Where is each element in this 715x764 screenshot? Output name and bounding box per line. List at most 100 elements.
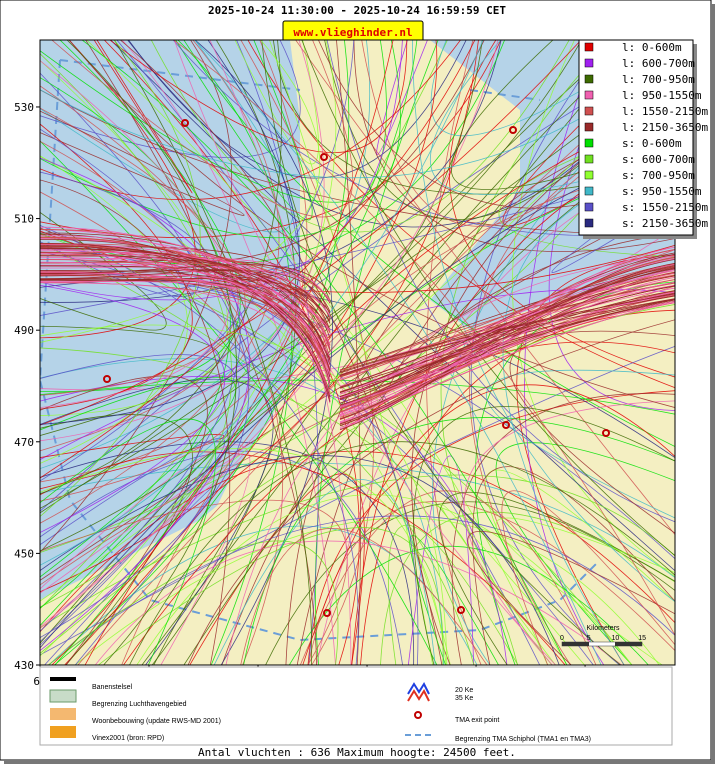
flight-track [40,107,246,452]
key-label: Begrenzing Luchthavengebied [92,701,187,708]
vinex-icon [50,726,76,738]
flight-track [339,255,675,399]
flight-track [40,40,502,303]
flight-track [40,40,484,566]
footer: Antal vluchten : 636 Maximum hoogte: 245… [198,746,516,759]
key-label: 20 Ke [455,687,473,694]
legend-label: s: 950-1550m [622,185,702,198]
flight-track [234,40,319,165]
flight-track [40,179,231,665]
legend-label: l: 600-700m [622,57,695,70]
flight-track [339,270,675,395]
flight-track [40,375,208,665]
legend-swatch [584,138,594,148]
flight-track [302,384,675,665]
flight-track [40,40,401,203]
flight-track [40,247,419,665]
flight-track [339,281,675,415]
flight-track [40,375,508,665]
runway-icon [50,677,76,681]
flight-track [40,418,216,665]
flight-track [451,393,675,665]
flight-track [509,330,675,534]
scale-tick: 5 [587,635,591,642]
scale-tick: 15 [638,635,646,642]
flight-track [40,155,188,464]
legend-label: l: 1550-2150m [622,105,708,118]
legend-swatch [584,58,594,68]
flight-track [339,301,675,408]
legend-swatch [584,154,594,164]
flight-track [40,499,348,665]
flight-track [247,40,675,389]
scale-tick: 10 [612,635,620,642]
key-label: Begrenzing TMA Schiphol (TMA1 en TMA3) [455,736,591,743]
flight-track [40,128,249,638]
flight-track [194,40,602,665]
flight-track [129,441,675,665]
flight-track [40,59,228,416]
legend-swatch [584,42,594,52]
legend-label: l: 950-1550m [622,89,702,102]
plot-border [39,39,676,666]
flight-track [40,40,294,233]
flight-track [40,237,331,372]
legend-swatch [584,202,594,212]
flight-track [40,155,451,665]
flight-track [486,369,675,519]
flight-track [40,40,476,479]
scale-tick: 0 [560,635,564,642]
flight-track [209,40,352,665]
flight-track [524,40,605,665]
flight-track [380,511,675,665]
y-tick-label: 450 [14,547,34,560]
flight-track [40,40,337,657]
flight-track [40,324,448,665]
flight-track [449,40,675,378]
flight-track [339,295,675,373]
flight-track [40,77,231,609]
flight-track [40,242,475,665]
legend-label: s: 2150-3650m [622,217,708,230]
flight-track [40,275,331,324]
flight-track [213,479,436,665]
flight-track [40,40,201,517]
flight-track [40,354,240,646]
flight-track [40,224,359,665]
flight-track [40,40,583,509]
flight-track [501,490,675,665]
flight-track [109,40,408,153]
site-link[interactable]: www.vlieghinder.nl [293,26,412,39]
flight-track [40,280,331,345]
flight-track [40,40,582,426]
flight-track [40,235,331,381]
ke20-icon [407,681,430,695]
legend-label: l: 0-600m [622,41,682,54]
flight-track [326,40,675,523]
flight-track [339,272,675,371]
map-area: Kilometers 0 5 10 15 [40,40,675,665]
tma-exit-points [103,119,610,617]
flight-track [413,406,675,665]
key-label: Vinex2001 (bron: RPD) [92,735,164,742]
flight-track [40,261,331,331]
y-tick-label: 490 [14,324,34,337]
flight-track [113,40,313,665]
flight-track [339,262,675,420]
legend-label: s: 0-600m [622,137,682,150]
title: 2025-10-24 11:30:00 - 2025-10-24 16:59:5… [208,4,506,17]
flight-track [40,40,241,393]
flight-track [136,494,633,665]
flight-track [339,279,675,410]
legend-swatch [584,74,594,84]
flight-track [51,40,353,218]
key-label: 35 Ke [455,695,473,702]
flight-track [339,268,675,394]
flight-track [40,157,250,652]
flight-track [40,264,331,295]
legend-swatch [584,186,594,196]
flight-track [464,400,675,665]
flight-track [40,248,331,365]
y-tick-label: 530 [14,101,34,114]
flight-track [51,40,394,665]
